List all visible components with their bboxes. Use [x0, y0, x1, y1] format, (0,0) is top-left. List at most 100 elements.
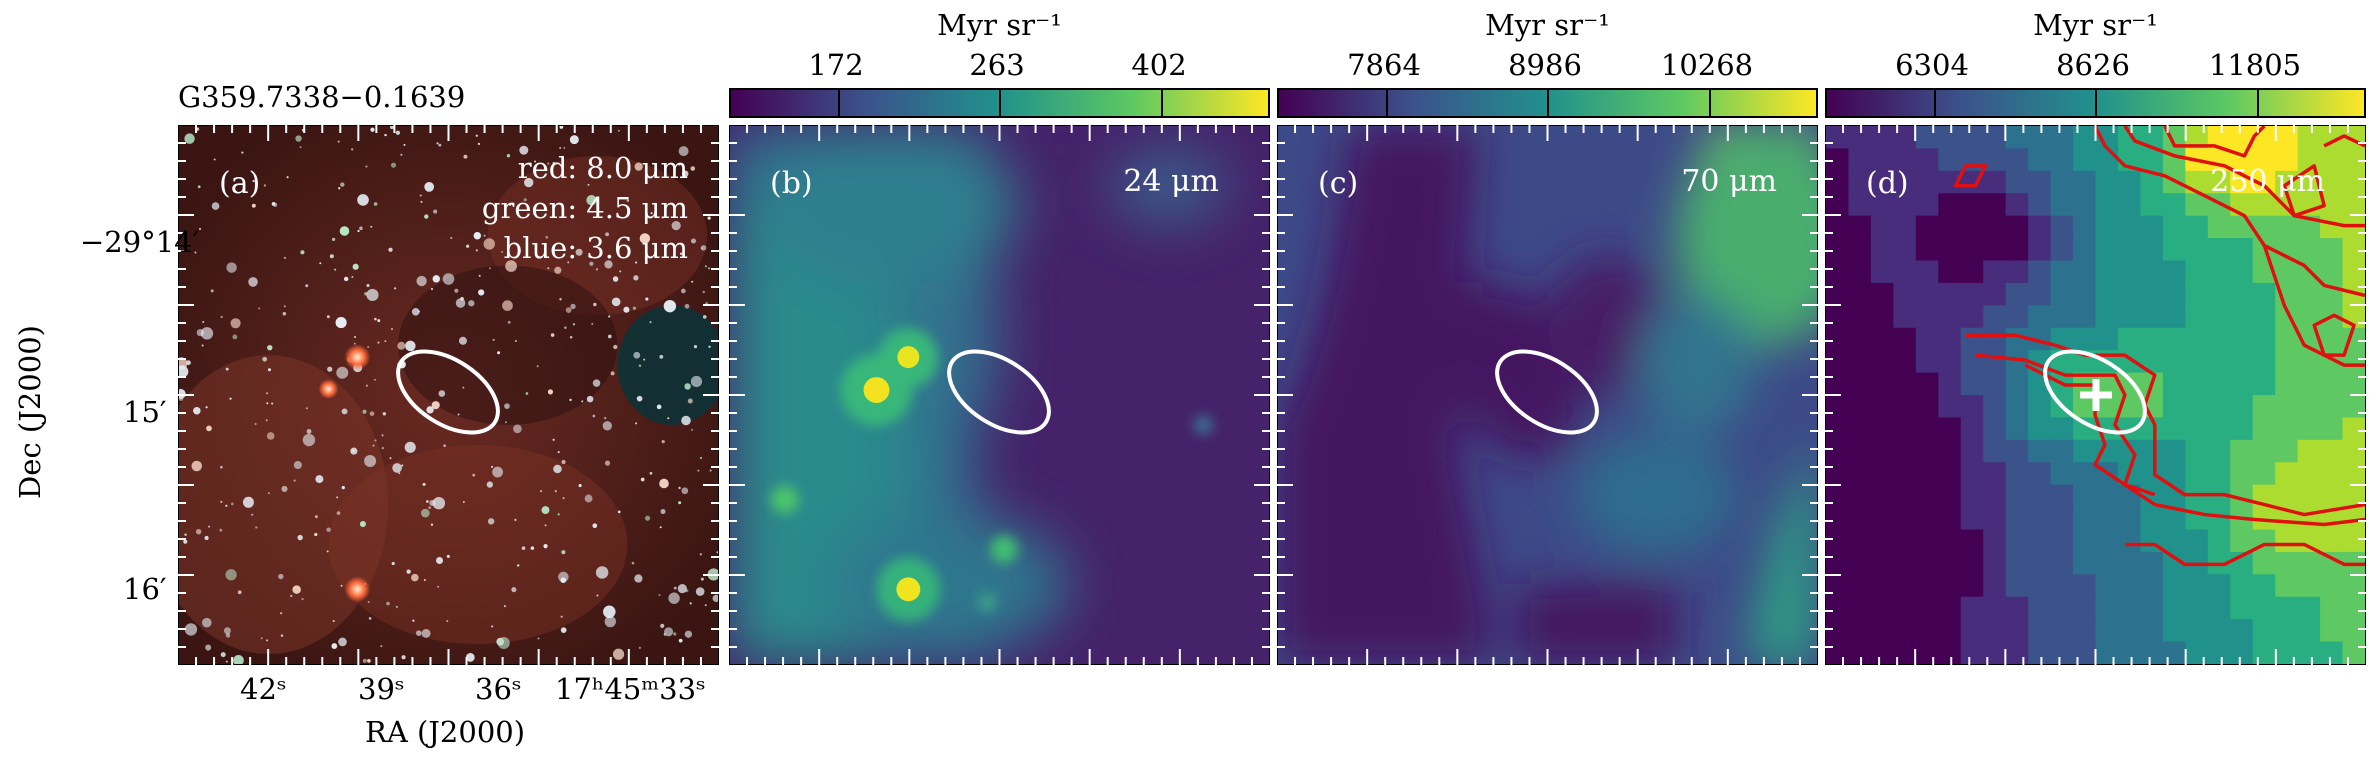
colorbar-c-bar	[1277, 88, 1818, 118]
star	[300, 250, 305, 255]
star	[329, 254, 334, 259]
star	[354, 336, 357, 339]
star	[436, 142, 439, 145]
star	[220, 315, 223, 319]
star	[404, 441, 416, 453]
star	[211, 202, 220, 210]
star	[604, 416, 607, 420]
star	[663, 633, 667, 636]
star	[357, 229, 360, 233]
star	[283, 256, 287, 260]
star	[604, 615, 616, 628]
star	[661, 216, 664, 219]
panel-c-band: 70 μm	[1681, 164, 1777, 199]
star	[266, 432, 275, 440]
star	[254, 422, 257, 425]
colorbar-d-unit: Myr sr⁻¹	[2033, 8, 2158, 42]
star	[194, 251, 197, 254]
star	[690, 375, 703, 388]
star	[267, 344, 273, 351]
star	[374, 317, 377, 321]
star	[649, 471, 653, 475]
colorbar-d-tick-2: 8626	[2056, 48, 2130, 82]
star	[678, 163, 681, 166]
star	[681, 170, 689, 178]
star	[392, 463, 402, 473]
star	[593, 302, 597, 307]
star	[712, 594, 718, 602]
star	[424, 214, 429, 219]
star	[394, 287, 397, 290]
star	[508, 203, 512, 207]
star	[237, 590, 242, 595]
star	[611, 297, 621, 307]
star	[337, 140, 340, 143]
source-title: G359.7338−0.1639	[178, 80, 466, 114]
star	[708, 345, 711, 348]
star	[650, 212, 653, 215]
star	[699, 456, 703, 460]
star	[336, 496, 339, 499]
star	[251, 203, 256, 208]
star	[575, 248, 583, 256]
star	[483, 234, 486, 237]
colorbar-c-tick-3: 10268	[1660, 48, 1754, 82]
star	[195, 127, 200, 131]
star	[645, 297, 649, 301]
star	[230, 318, 241, 329]
star	[382, 412, 386, 416]
star	[225, 633, 231, 638]
star	[422, 482, 426, 486]
star	[367, 659, 371, 663]
star	[586, 395, 594, 403]
star	[443, 444, 446, 448]
star	[617, 129, 620, 132]
star	[430, 523, 434, 526]
panel-b-label: (b)	[770, 166, 813, 201]
star	[460, 297, 464, 301]
colorbar-b-tick-1: 172	[808, 48, 864, 82]
star	[462, 386, 465, 389]
star	[305, 284, 309, 288]
star	[202, 320, 205, 323]
star	[398, 472, 401, 475]
star	[603, 605, 616, 619]
star	[364, 292, 368, 296]
star	[545, 236, 549, 239]
star	[612, 648, 625, 660]
star	[419, 194, 422, 197]
star	[639, 233, 651, 244]
star	[373, 378, 377, 381]
panel-c-label: (c)	[1318, 166, 1359, 201]
star	[208, 525, 211, 528]
star	[266, 402, 269, 405]
star	[656, 404, 662, 410]
red-band-label: red: 8.0 μm	[517, 151, 688, 185]
xtick-4: 17ʰ45ᵐ33ˢ	[555, 672, 706, 706]
star	[560, 577, 567, 584]
star	[633, 351, 641, 359]
star	[494, 215, 497, 218]
star	[225, 504, 228, 507]
star	[604, 260, 613, 269]
star	[380, 645, 383, 648]
star	[232, 334, 238, 340]
star	[412, 619, 415, 622]
star	[297, 534, 303, 541]
star	[262, 356, 268, 362]
star	[468, 300, 475, 307]
star	[293, 479, 296, 482]
star	[462, 501, 465, 503]
star	[578, 484, 582, 488]
star	[315, 475, 324, 484]
star	[401, 655, 406, 660]
xtick-2: 39ˢ	[358, 672, 405, 706]
star	[428, 506, 431, 510]
star	[463, 154, 468, 159]
star	[592, 379, 601, 387]
star	[619, 270, 622, 273]
star	[623, 306, 630, 313]
star	[336, 511, 341, 515]
star	[280, 634, 284, 637]
star	[334, 268, 337, 271]
